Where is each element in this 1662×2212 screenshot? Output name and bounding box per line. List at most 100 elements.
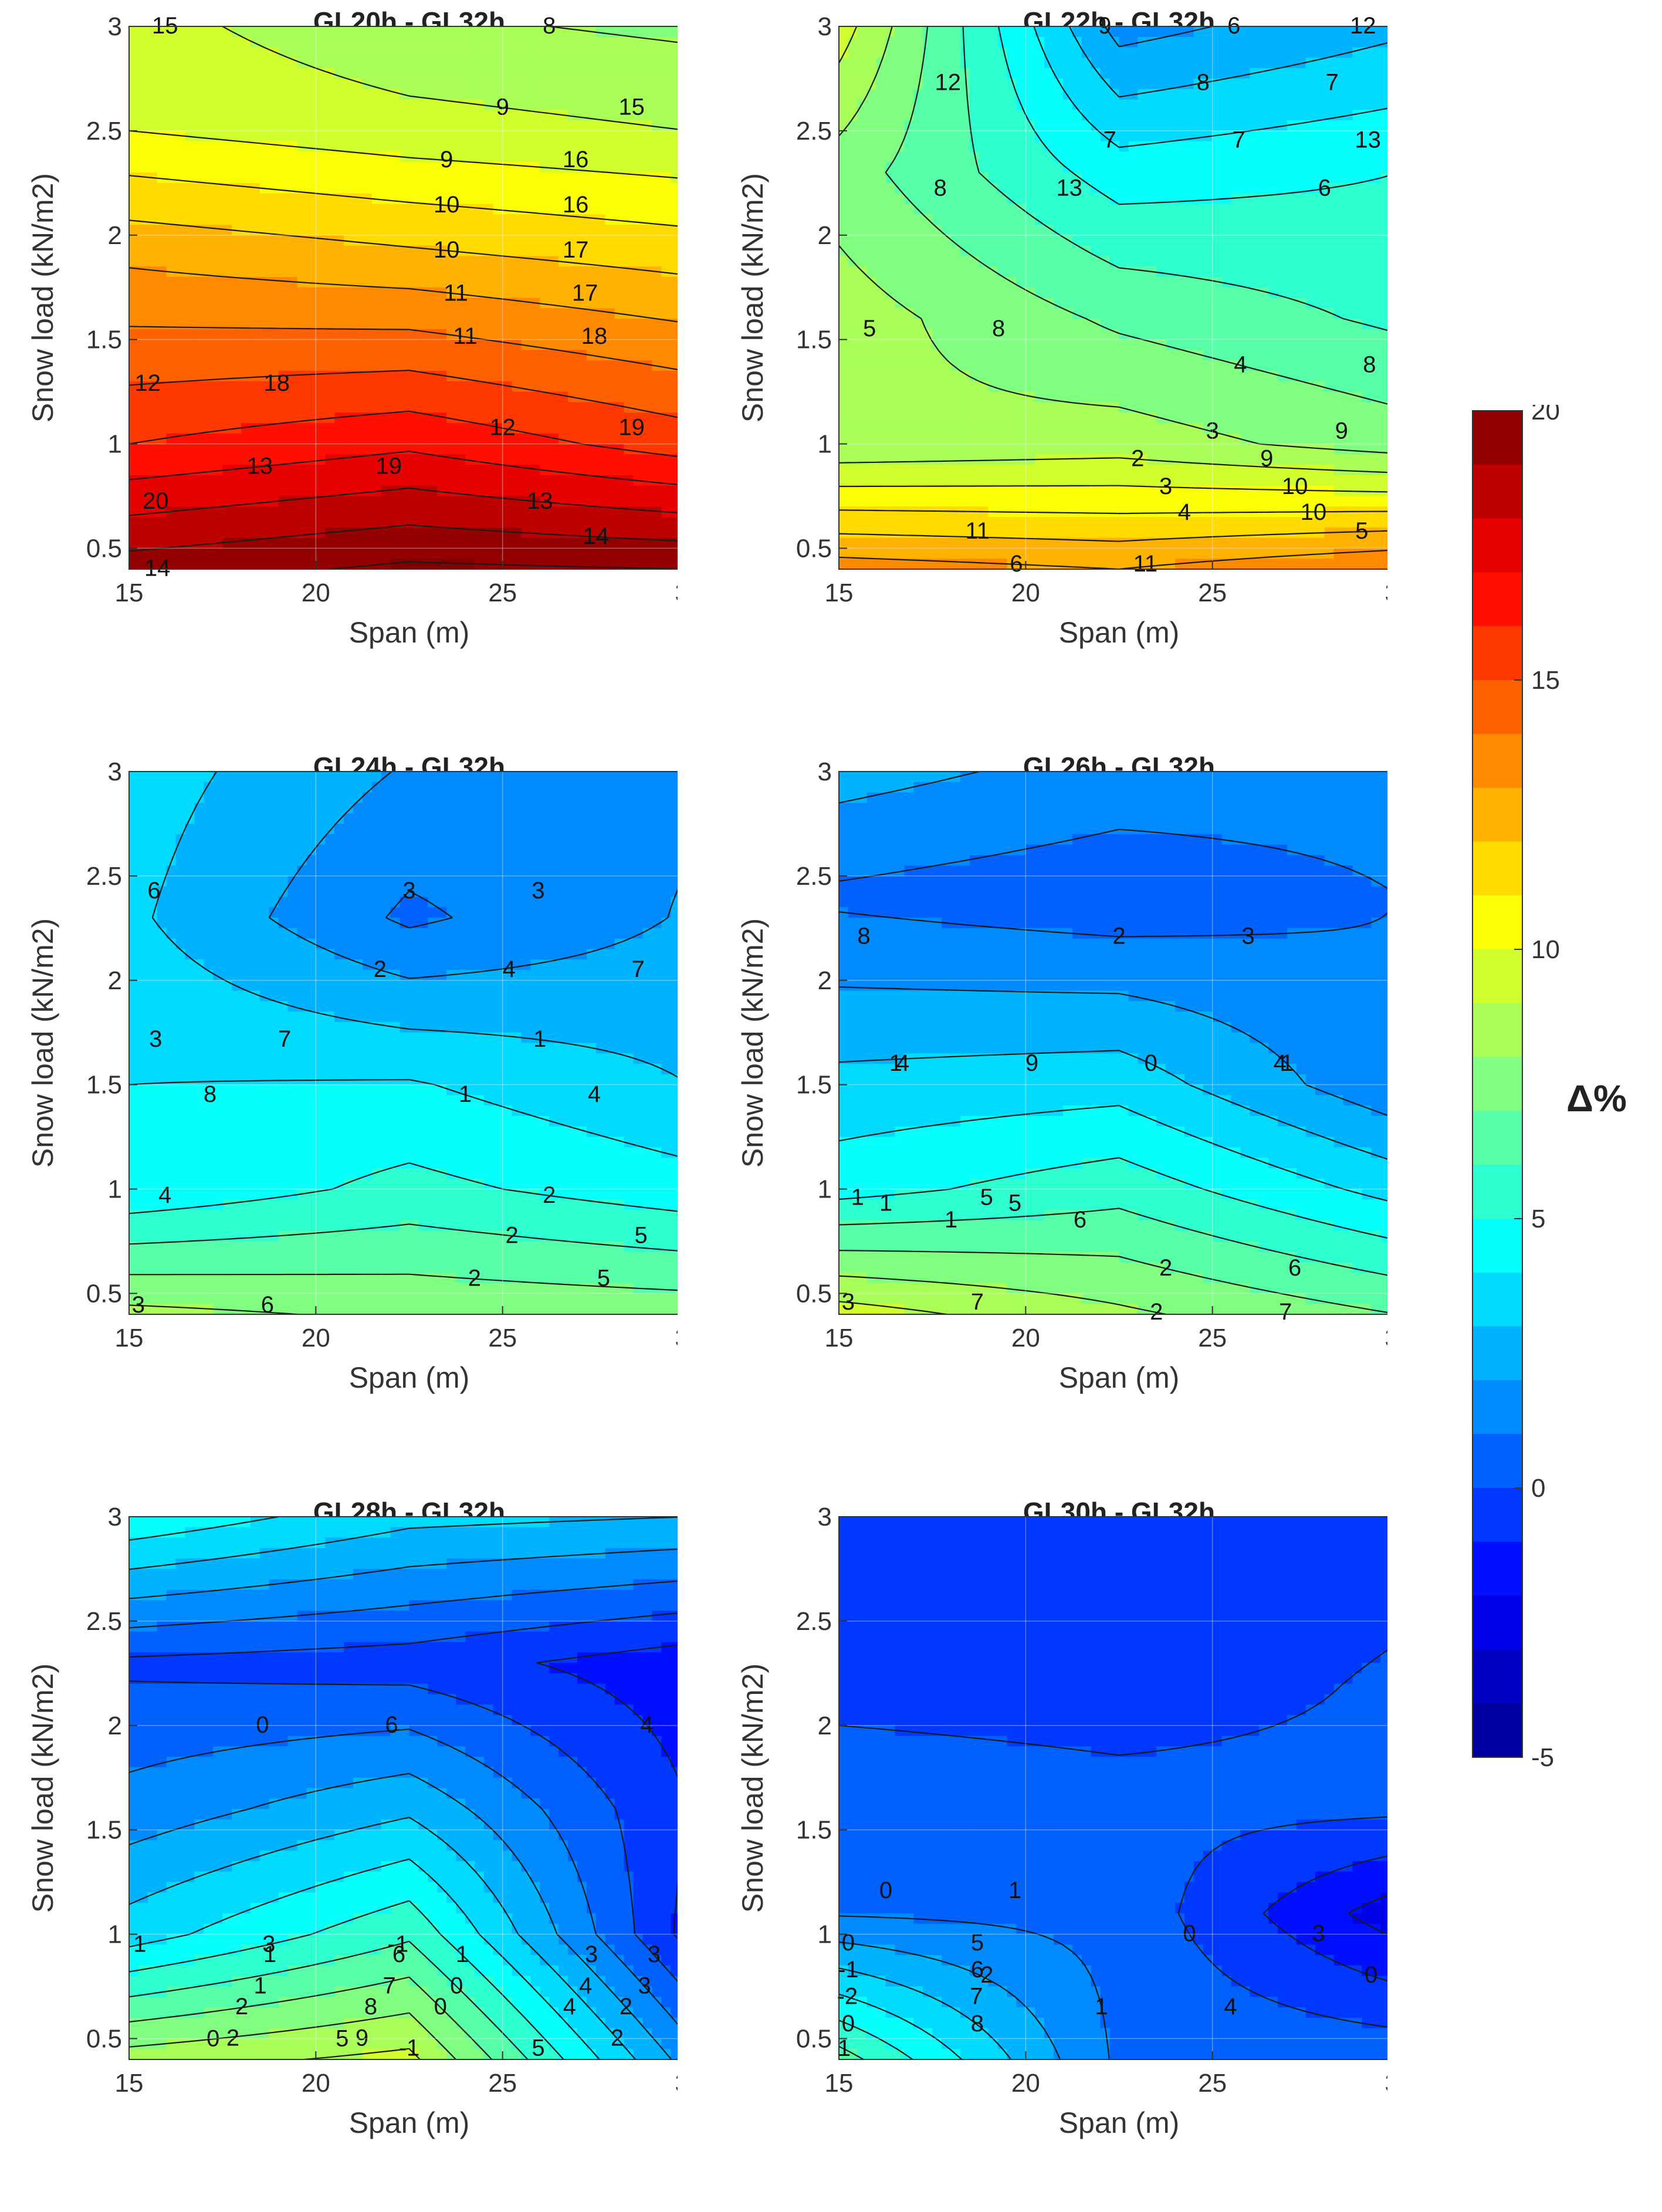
contour-cell: [213, 276, 223, 288]
contour-cell: [400, 26, 410, 38]
contour-cell: [624, 141, 634, 153]
contour-cell: [624, 47, 634, 59]
contour-cell: [923, 141, 933, 153]
contour-cell: [1240, 245, 1251, 257]
contour-cell: [483, 276, 494, 288]
contour-cell: [483, 465, 494, 476]
contour-cell: [1063, 110, 1073, 121]
contour-cell: [671, 78, 678, 90]
contour-cell: [465, 517, 475, 528]
contour-cell: [1352, 256, 1363, 267]
contour-cell: [1007, 329, 1017, 340]
contour-cell: [166, 151, 177, 163]
contour-cell: [437, 204, 447, 215]
contour-cell: [437, 110, 447, 121]
contour-cell: [297, 224, 307, 236]
contour-cell: [1072, 78, 1082, 90]
contour-cell: [1278, 308, 1288, 319]
contour-cell: [558, 475, 568, 486]
contour-cell: [1362, 120, 1372, 131]
contour-cell: [558, 517, 568, 528]
contour-cell: [1305, 47, 1316, 59]
contour-cell: [1305, 151, 1316, 163]
contour-cell: [222, 422, 232, 434]
contour-cell: [848, 204, 858, 215]
contour-cell: [1044, 224, 1054, 236]
contour-cell: [194, 120, 205, 131]
contour-cell: [362, 287, 373, 299]
contour-cell: [1315, 47, 1325, 59]
contour-cell: [1072, 47, 1082, 59]
contour-cell: [325, 266, 335, 278]
contour-cell: [530, 475, 541, 486]
contour-cell: [512, 350, 522, 361]
contour-cell: [595, 287, 606, 299]
contour-cell: [1268, 308, 1278, 319]
contour-cell: [1184, 224, 1194, 236]
contour-cell: [1054, 329, 1064, 340]
contour-cell: [530, 26, 541, 38]
contour-cell: [866, 110, 877, 121]
contour-cell: [521, 391, 532, 403]
contour-cell: [278, 162, 289, 173]
contour-cell: [1025, 319, 1036, 330]
contour-cell: [157, 485, 167, 497]
contour-cell: [642, 36, 653, 48]
contour-cell: [549, 371, 559, 382]
contour-cell: [1193, 151, 1204, 163]
contour-cell: [147, 537, 158, 549]
contour-cell: [1184, 214, 1194, 225]
contour-cell: [642, 537, 653, 549]
contour-cell: [1343, 204, 1353, 215]
contour-cell: [671, 204, 678, 215]
contour-cell: [400, 381, 410, 393]
contour-cell: [232, 214, 242, 225]
contour-cell: [1035, 245, 1045, 257]
contour-cell: [1016, 120, 1027, 131]
contour-cell: [942, 89, 952, 100]
contour-cell: [138, 151, 148, 163]
contour-cell: [334, 173, 344, 184]
contour-cell: [1044, 245, 1054, 257]
contour-cell: [1343, 276, 1353, 288]
contour-cell: [960, 173, 970, 184]
contour-cell: [222, 433, 232, 445]
y-tick-label: 2.5: [86, 117, 122, 146]
contour-cell: [456, 517, 466, 528]
contour-cell: [530, 162, 541, 173]
contour-cell: [446, 235, 456, 246]
contour-cell: [344, 537, 354, 549]
contour-cell: [633, 381, 644, 393]
contour-cell: [923, 256, 933, 267]
contour-cell: [988, 287, 998, 299]
contour-cell: [502, 204, 513, 215]
contour-cell: [960, 141, 970, 153]
contour-cell: [1287, 319, 1297, 330]
contour-cell: [1147, 319, 1157, 330]
plot-frame: [128, 26, 678, 570]
x-tick-label: 25: [488, 579, 517, 607]
contour-cell: [232, 47, 242, 59]
contour-cell: [595, 559, 606, 570]
contour-cell: [129, 245, 139, 257]
contour-cell: [1128, 58, 1139, 69]
contour-cell: [1240, 58, 1251, 69]
contour-cell: [848, 110, 858, 121]
contour-cell: [1305, 89, 1316, 100]
contour-cell: [147, 496, 158, 508]
contour-cell: [1044, 329, 1054, 340]
contour-cell: [605, 58, 615, 69]
contour-cell: [876, 182, 886, 194]
contour-cell: [353, 266, 363, 278]
contour-cell: [904, 36, 915, 48]
contour-cell: [1119, 319, 1129, 330]
contour-cell: [204, 308, 214, 319]
contour-cell: [1231, 224, 1241, 236]
contour-cell: [1221, 99, 1232, 111]
contour-cell: [866, 214, 877, 225]
contour-cell: [642, 360, 653, 371]
contour-cell: [204, 506, 214, 518]
contour-cell: [175, 475, 186, 486]
contour-cell: [175, 214, 186, 225]
contour-cell: [147, 47, 158, 59]
